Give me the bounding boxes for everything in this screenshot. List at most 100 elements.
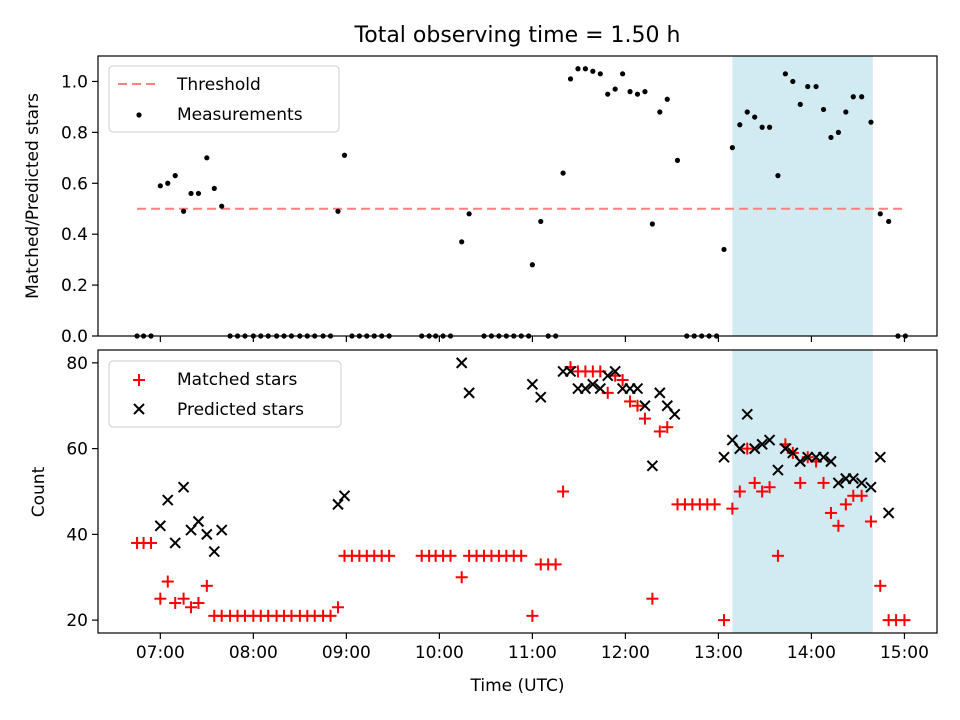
measurement-point (843, 109, 849, 115)
measurement-point (172, 173, 178, 179)
measurement-point (597, 71, 603, 77)
matched-star-point (549, 558, 562, 571)
matched-star-point (154, 592, 167, 605)
predicted-star-point (609, 365, 621, 378)
legend-predicted-label: Predicted stars (177, 400, 304, 420)
measurement-point (820, 106, 827, 113)
top-ytick-label: 0.2 (61, 276, 88, 296)
measurement-point (612, 86, 618, 92)
measurement-point (657, 109, 663, 115)
x-axis-label: Time (UTC) (470, 676, 565, 696)
measurement-point (721, 246, 727, 253)
predicted-star-point (338, 490, 351, 502)
predicted-star-point (455, 357, 468, 369)
matched-star-point (515, 549, 528, 562)
matched-star-point (646, 592, 659, 605)
measurement-point (775, 173, 781, 179)
measurement-point (744, 109, 750, 115)
matched-star-point (763, 481, 776, 494)
measurement-point (165, 180, 171, 186)
matched-star-point (200, 579, 213, 592)
legend-matched-swatch (133, 374, 145, 386)
measurement-point (805, 83, 811, 90)
measurement-point (737, 122, 743, 128)
matched-star-point (733, 485, 746, 498)
predicted-star-point (855, 477, 868, 489)
measurement-point (877, 211, 883, 217)
xtick-label: 08:00 (229, 643, 278, 663)
measurement-point (797, 101, 803, 107)
measurement-point (605, 91, 611, 97)
top-ytick-label: 0.4 (61, 225, 88, 245)
measurement-point (211, 185, 217, 191)
xtick-label: 10:00 (415, 643, 464, 663)
matched-star-point (169, 596, 182, 609)
predicted-star-point (192, 515, 205, 528)
top-legend-box (108, 65, 340, 133)
measurement-point (790, 78, 796, 85)
bottom-legend: Matched stars Predicted stars (108, 360, 342, 428)
xtick-label: 11:00 (508, 643, 557, 663)
xtick-label: 14:00 (787, 643, 836, 663)
measurement-point (567, 76, 574, 82)
measurement-point (828, 134, 834, 141)
predicted-star-point (779, 442, 792, 455)
predicted-star-point (162, 494, 174, 506)
matched-star-point (145, 536, 158, 549)
measurement-point (649, 221, 655, 227)
matched-star-point (741, 442, 754, 455)
predicted-star-point (847, 472, 859, 485)
xtick-label: 07:00 (136, 643, 185, 663)
predicted-star-point (772, 464, 784, 476)
xtick-label: 13:00 (694, 643, 743, 663)
matched-star-point (824, 506, 837, 519)
predicted-star-point (865, 481, 877, 493)
matched-star-point (624, 395, 637, 408)
predicted-star-point (201, 528, 213, 541)
bottom-ytick-label: 20 (66, 611, 88, 631)
measurement-point (180, 208, 187, 214)
top-panel: 0.0 0.2 0.4 0.6 0.8 1.0 Matched/Predicted sta… (23, 55, 938, 347)
measurement-point (341, 152, 348, 158)
predicted-star-point (154, 520, 167, 532)
matched-star-point (661, 421, 674, 434)
matched-star-point (771, 549, 784, 562)
legend-measurements-swatch (136, 112, 142, 118)
matched-star-point (817, 476, 830, 489)
top-highlight-span (732, 56, 873, 336)
measurement-point (642, 89, 648, 95)
matched-star-point (324, 609, 337, 622)
top-y-axis-label: Matched/Predicted stars (23, 93, 43, 299)
top-ytick-label: 1.0 (61, 72, 88, 92)
measurement-point (219, 203, 225, 209)
predicted-star-point (579, 382, 592, 395)
measurement-point (575, 66, 581, 72)
matched-star-point (708, 498, 721, 511)
bottom-ytick-label: 80 (66, 354, 88, 374)
matched-star-point (638, 412, 651, 425)
measurement-point (759, 124, 765, 130)
measurement-point (766, 124, 773, 130)
predicted-star-point (741, 408, 753, 421)
measurement-point (335, 208, 341, 214)
chart-title: Total observing time = 1.50 h (354, 23, 681, 48)
matched-star-point (177, 592, 190, 605)
predicted-star-point (882, 507, 895, 519)
predicted-star-point (332, 498, 344, 511)
measurement-point (835, 129, 842, 135)
measurement-point (466, 211, 472, 217)
matched-star-point (631, 399, 644, 412)
top-plot-frame (97, 55, 938, 337)
measurement-point (157, 183, 163, 189)
matched-star-point (455, 571, 468, 584)
xtick-label: 09:00 (322, 643, 371, 663)
xtick-label: 12:00 (601, 643, 650, 663)
predicted-star-point (177, 481, 190, 493)
predicted-star-point (832, 477, 845, 489)
predicted-star-point (594, 382, 606, 395)
measurement-point (674, 157, 681, 163)
predicted-star-point (654, 387, 666, 399)
matched-star-point (444, 549, 457, 562)
measurement-point (752, 114, 758, 120)
